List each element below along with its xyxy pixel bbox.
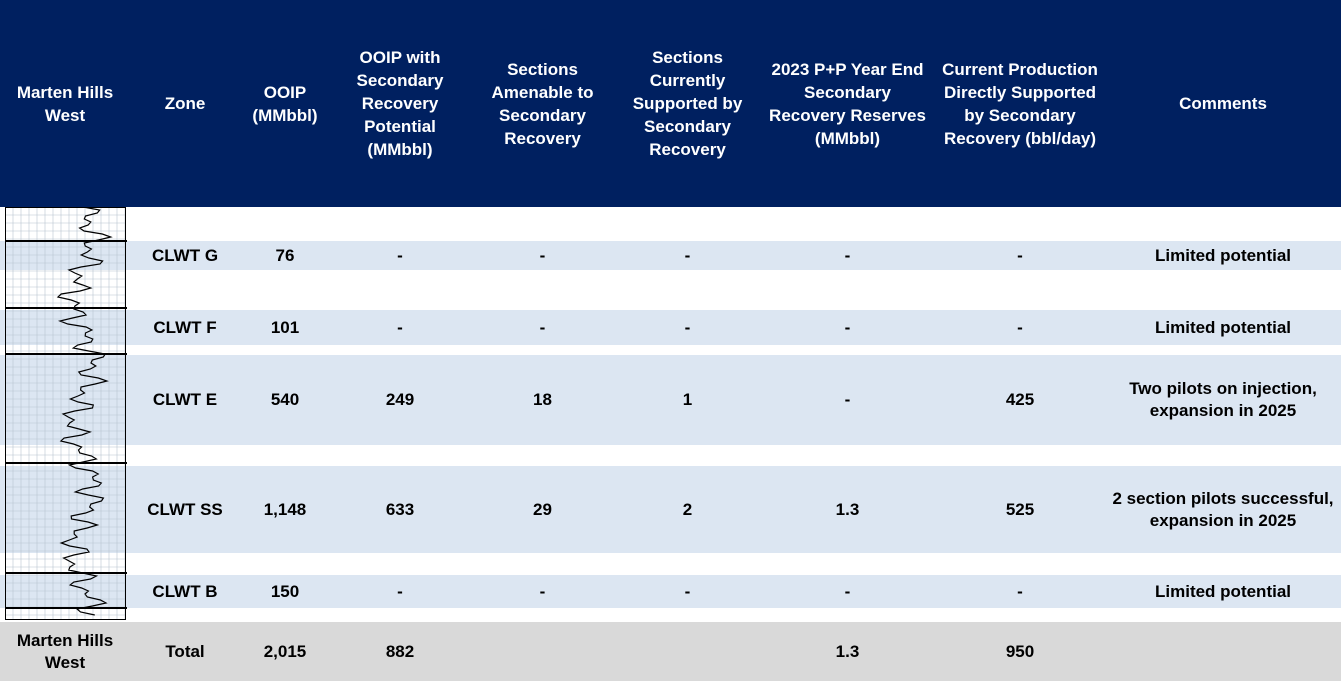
total-reserves: 1.3: [760, 622, 935, 681]
cell-ooip-secondary: -: [330, 235, 470, 276]
cell-reserves: -: [760, 569, 935, 614]
cell-reserves: -: [760, 349, 935, 451]
column-header: OOIP with Secondary Recovery Potential (…: [330, 0, 470, 207]
cell-sections-amenable: -: [470, 569, 615, 614]
cell-ooip: 150: [240, 569, 330, 614]
cell-sections-amenable: 18: [470, 349, 615, 451]
cell-ooip-secondary: -: [330, 569, 470, 614]
cell-comments: Limited potential: [1105, 569, 1341, 614]
column-header: Marten Hills West: [0, 0, 130, 207]
cell-production: -: [935, 304, 1105, 351]
cell-ooip-secondary: 633: [330, 460, 470, 559]
cell-zone: CLWT G: [130, 235, 240, 276]
column-header: Current Production Directly Supported by…: [935, 0, 1105, 207]
cell-ooip: 76: [240, 235, 330, 276]
total-ooip: 2,015: [240, 622, 330, 681]
cell-reserves: -: [760, 304, 935, 351]
cell-reserves: 1.3: [760, 460, 935, 559]
column-header: Zone: [130, 0, 240, 207]
cell-ooip: 540: [240, 349, 330, 451]
cell-ooip-secondary: -: [330, 304, 470, 351]
column-header: Comments: [1105, 0, 1341, 207]
total-ooip-secondary: 882: [330, 622, 470, 681]
cell-sections-supported: -: [615, 235, 760, 276]
cell-zone: CLWT E: [130, 349, 240, 451]
cell-sections-amenable: -: [470, 304, 615, 351]
cell-ooip: 1,148: [240, 460, 330, 559]
cell-reserves: -: [760, 235, 935, 276]
cell-production: -: [935, 235, 1105, 276]
cell-zone: CLWT B: [130, 569, 240, 614]
column-header: OOIP (MMbbl): [240, 0, 330, 207]
cell-ooip-secondary: 249: [330, 349, 470, 451]
cell-comments: Limited potential: [1105, 304, 1341, 351]
cell-sections-supported: 1: [615, 349, 760, 451]
cell-sections-amenable: 29: [470, 460, 615, 559]
cell-comments: Limited potential: [1105, 235, 1341, 276]
cell-comments: Two pilots on injection, expansion in 20…: [1105, 349, 1341, 451]
cell-sections-supported: 2: [615, 460, 760, 559]
cell-production: 525: [935, 460, 1105, 559]
column-header: Sections Amenable to Secondary Recovery: [470, 0, 615, 207]
total-production: 950: [935, 622, 1105, 681]
total-area: Marten Hills West: [0, 622, 130, 681]
cell-production: 425: [935, 349, 1105, 451]
cell-ooip: 101: [240, 304, 330, 351]
cell-zone: CLWT SS: [130, 460, 240, 559]
cell-sections-supported: -: [615, 304, 760, 351]
well-log: [5, 207, 130, 620]
page: (() => { const data = JSON.parse(documen…: [0, 0, 1341, 681]
cell-sections-amenable: -: [470, 235, 615, 276]
cell-sections-supported: -: [615, 569, 760, 614]
cell-production: -: [935, 569, 1105, 614]
log-line: [58, 207, 111, 615]
total-zone: Total: [130, 622, 240, 681]
cell-comments: 2 section pilots successful, expansion i…: [1105, 460, 1341, 559]
cell-zone: CLWT F: [130, 304, 240, 351]
column-header: Sections Currently Supported by Secondar…: [615, 0, 760, 207]
column-header: 2023 P+P Year End Secondary Recovery Res…: [760, 0, 935, 207]
